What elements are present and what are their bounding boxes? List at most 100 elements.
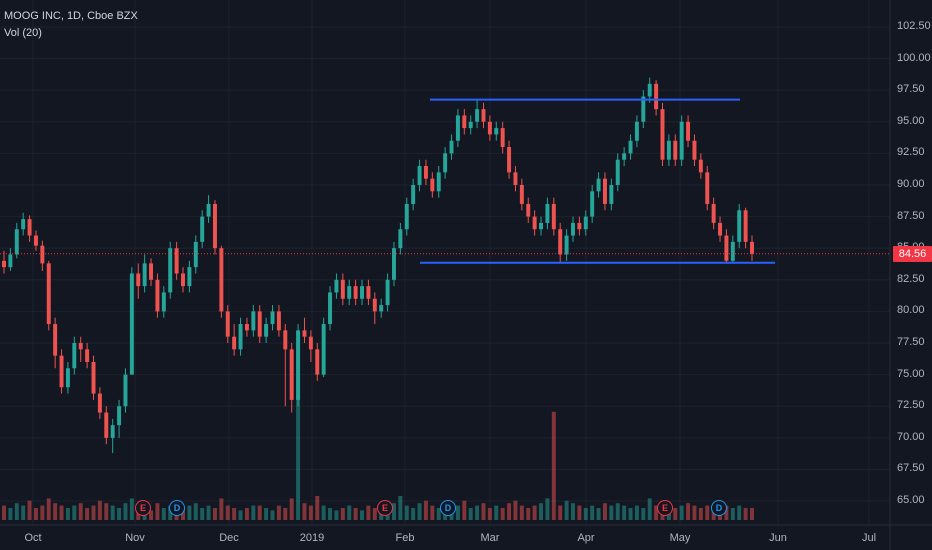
volume-bar xyxy=(59,505,64,520)
candle-body xyxy=(212,203,217,249)
volume-bar xyxy=(698,507,703,520)
candle-body xyxy=(666,140,671,160)
candle-body xyxy=(219,248,224,312)
candle-body xyxy=(532,216,537,230)
y-tick-label: 80.00 xyxy=(897,304,925,317)
volume-bar xyxy=(686,503,691,520)
dividend-marker[interactable]: D xyxy=(711,500,727,516)
candle-body xyxy=(615,159,620,185)
candle-body xyxy=(308,336,313,350)
volume-bar xyxy=(596,507,601,520)
volume-bar xyxy=(468,507,473,520)
candle-body xyxy=(500,128,505,148)
earnings-marker[interactable]: E xyxy=(377,500,393,516)
candle-body xyxy=(602,178,607,204)
volume-bar xyxy=(85,507,90,520)
y-tick-label: 65.00 xyxy=(897,494,925,507)
candle-body xyxy=(33,235,38,246)
volume-bar xyxy=(46,498,51,520)
candle-body xyxy=(628,140,633,154)
candle-body xyxy=(40,245,45,264)
volume-bar xyxy=(308,505,313,520)
candle-body xyxy=(455,115,460,141)
earnings-marker[interactable]: E xyxy=(657,500,673,516)
volume-bar xyxy=(187,505,192,520)
candle-body xyxy=(155,279,160,312)
candle-body xyxy=(225,311,230,337)
volume-bar xyxy=(634,505,639,520)
candle-body xyxy=(232,336,237,350)
candle-body xyxy=(123,374,128,407)
candle-body xyxy=(379,305,384,312)
volume-bar xyxy=(347,505,352,520)
candle-body xyxy=(85,349,90,362)
candle-body xyxy=(302,330,307,337)
volume-bar xyxy=(737,505,742,520)
candle-body xyxy=(596,178,601,192)
x-tick-label: Dec xyxy=(219,532,239,544)
candle-body xyxy=(660,109,665,160)
candle-body xyxy=(340,279,345,299)
volume-bar xyxy=(251,505,256,520)
earnings-marker[interactable]: E xyxy=(135,500,151,516)
candle-body xyxy=(46,263,51,325)
volume-bar xyxy=(615,503,620,520)
candle-body xyxy=(519,184,524,204)
volume-bar xyxy=(481,503,486,520)
volume-bar xyxy=(78,503,83,520)
volume-bar xyxy=(750,507,754,520)
volume-bar xyxy=(500,507,505,520)
candle-body xyxy=(609,184,614,204)
volume-bar xyxy=(590,505,595,520)
dividend-marker[interactable]: D xyxy=(440,500,456,516)
candle-body xyxy=(481,109,486,122)
candle-body xyxy=(590,191,595,217)
candle-body xyxy=(411,184,416,204)
candle-body xyxy=(251,311,256,331)
candle-body xyxy=(161,292,166,312)
candle-body xyxy=(692,140,697,160)
candle-body xyxy=(14,229,19,255)
volume-bar xyxy=(404,505,409,520)
candle-body xyxy=(513,172,518,185)
candle-body xyxy=(2,260,6,268)
volume-bar xyxy=(455,505,460,520)
volume-indicator-label[interactable]: Vol (20) xyxy=(4,27,42,39)
candle-body xyxy=(679,121,684,160)
candle-body xyxy=(193,241,198,268)
volume-bar xyxy=(411,507,416,520)
x-tick-label: Mar xyxy=(480,532,500,544)
candle-body xyxy=(526,203,531,217)
candle-body xyxy=(53,324,58,356)
candle-body xyxy=(475,109,480,122)
candle-body xyxy=(244,324,249,331)
candle-body xyxy=(91,361,96,394)
volume-bar xyxy=(328,507,333,520)
volume-bar xyxy=(161,507,166,520)
y-tick-label: 87.50 xyxy=(897,209,925,222)
candle-body xyxy=(72,343,77,369)
dividend-marker[interactable]: D xyxy=(169,500,185,516)
candle-body xyxy=(545,203,550,223)
candle-body xyxy=(462,115,467,129)
volume-bar xyxy=(417,503,422,520)
candle-body xyxy=(328,292,333,325)
candle-body xyxy=(117,406,122,426)
candle-body xyxy=(730,241,735,261)
candle-body xyxy=(449,140,454,154)
volume-bar xyxy=(692,505,697,520)
candle-body xyxy=(622,153,627,160)
volume-bar xyxy=(462,500,467,520)
y-tick-label: 97.50 xyxy=(897,83,925,96)
x-tick-label: Jun xyxy=(769,532,787,544)
volume-bar xyxy=(430,505,435,520)
candle-body xyxy=(129,273,134,375)
candle-body xyxy=(385,279,390,306)
candle-body xyxy=(583,216,588,230)
volume-bar xyxy=(724,505,729,520)
candle-body xyxy=(577,222,582,230)
volume-bar xyxy=(149,510,154,520)
candle-body xyxy=(654,83,659,110)
volume-bar xyxy=(2,505,6,520)
